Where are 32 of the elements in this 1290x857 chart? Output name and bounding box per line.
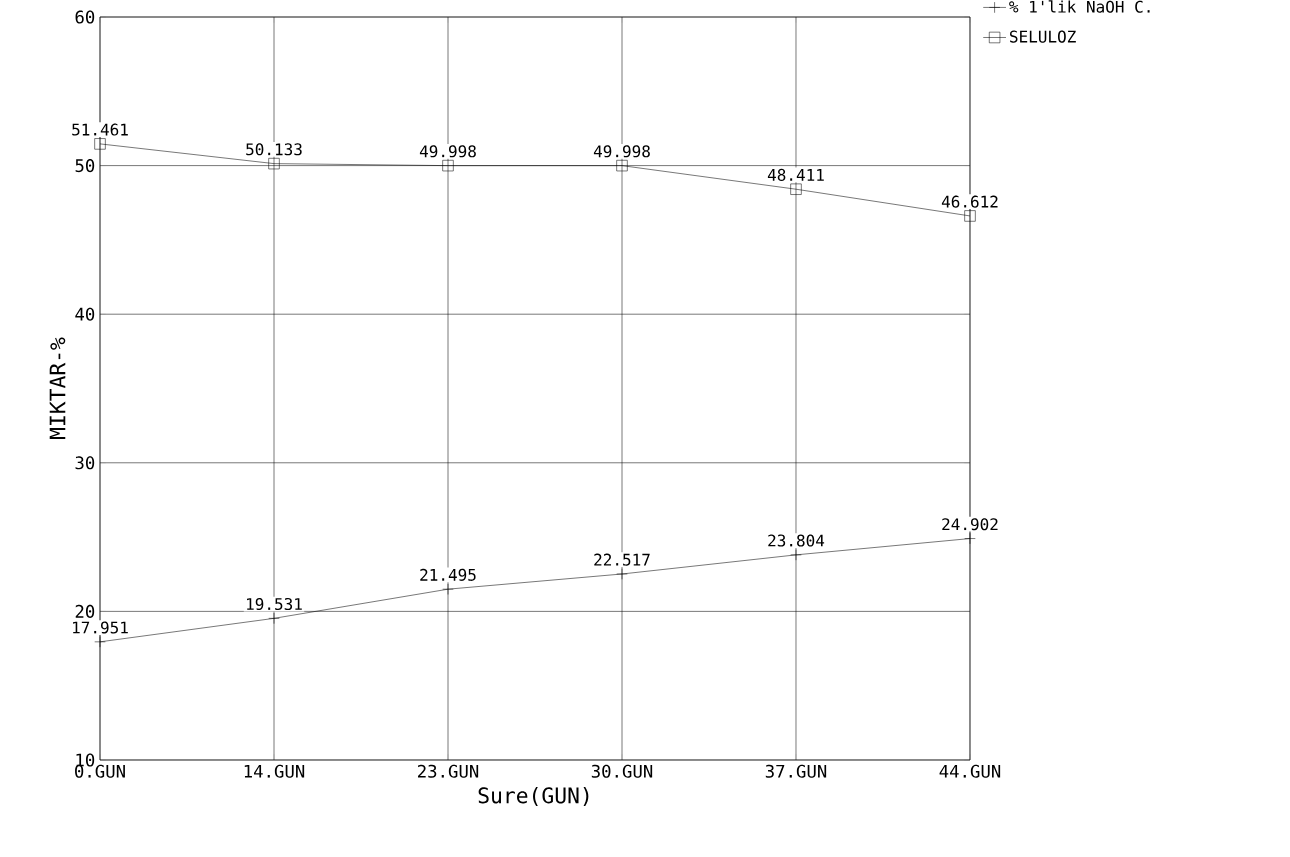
x-tick-label: 44.GUN xyxy=(939,764,1001,778)
y-axis-title: MIKTAR-% xyxy=(49,337,66,439)
data-label: 21.495 xyxy=(420,568,476,581)
data-label: 46.612 xyxy=(941,195,998,208)
data-label: 48.411 xyxy=(767,168,824,181)
legend-label: SELULOZ xyxy=(1010,30,1076,43)
data-label: 23.804 xyxy=(768,534,825,547)
x-tick-label: 23.GUN xyxy=(417,764,479,778)
y-tick-label: 50 xyxy=(75,159,95,173)
y-tick-label: 60 xyxy=(75,10,95,24)
data-label: 50.133 xyxy=(246,143,302,156)
point xyxy=(442,160,454,172)
data-label: 17.951 xyxy=(73,621,128,634)
y-tick-label: 20 xyxy=(75,604,95,618)
legend-label: % 1'lik NaOH C. xyxy=(1009,0,1150,13)
x-tick-label: 37.GUN xyxy=(765,764,827,778)
point xyxy=(94,138,106,150)
x-tick-label: 14.GUN xyxy=(244,764,305,778)
point xyxy=(616,160,628,172)
point xyxy=(964,210,976,222)
x-tick-label: 30.GUN xyxy=(591,764,653,778)
point xyxy=(790,183,802,195)
data-label: 22.517 xyxy=(594,553,650,566)
data-label: 49.998 xyxy=(419,145,476,158)
y-tick-label: 30 xyxy=(75,456,95,470)
data-label: 24.902 xyxy=(942,518,998,531)
y-tick-label: 40 xyxy=(75,307,95,321)
data-label: 51.461 xyxy=(72,123,128,136)
data-label: 49.998 xyxy=(593,145,650,158)
x-axis-title: Sure(GUN) xyxy=(478,786,589,806)
point xyxy=(268,158,280,170)
data-label: 19.531 xyxy=(247,597,302,611)
